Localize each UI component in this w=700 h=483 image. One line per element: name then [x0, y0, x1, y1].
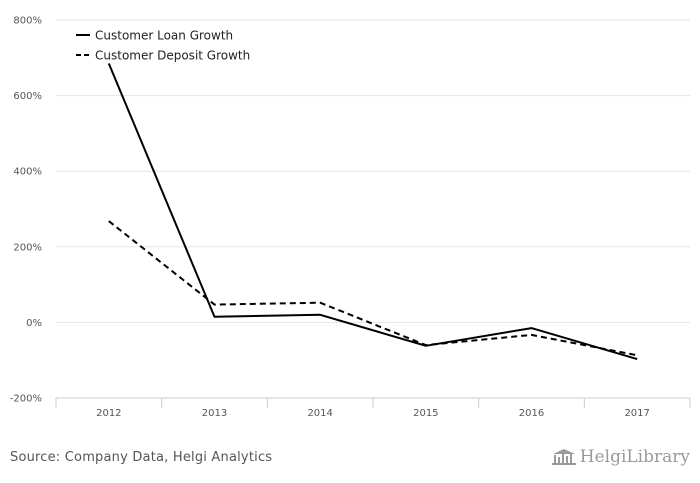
legend-item-label: Customer Loan Growth	[95, 29, 233, 43]
line-chart: -200% 0% 200% 400% 600% 800% 2012 2013 2014 2015…	[10, 16, 691, 419]
library-building-icon	[551, 449, 576, 465]
series-line-2	[108, 220, 638, 357]
axes	[55, 397, 691, 408]
y-tick-label: 400%	[13, 167, 42, 178]
x-tick-label: 2017	[624, 408, 649, 419]
x-tick-label: 2013	[202, 408, 227, 419]
y-tick-label: 800%	[13, 16, 42, 27]
x-tick-label: 2014	[307, 408, 332, 419]
y-tick-label: 0%	[26, 318, 42, 329]
x-tick-label: 2015	[413, 408, 438, 419]
legend-item-label: Customer Deposit Growth	[95, 49, 250, 63]
x-axis-ticks: 2012 2013 2014 2015 2016 2017	[96, 408, 650, 419]
y-axis-ticks: -200% 0% 200% 400% 600% 800%	[10, 16, 42, 405]
series-line-1	[107, 63, 638, 361]
helgi-library-logo: HelgiLibrary	[551, 447, 690, 467]
x-tick-label: 2012	[96, 408, 121, 419]
y-tick-label: 600%	[13, 91, 42, 102]
source-note: Source: Company Data, Helgi Analytics	[10, 450, 273, 465]
y-tick-label: -200%	[10, 394, 42, 405]
logo-text: HelgiLibrary	[579, 447, 690, 467]
legend: Customer Loan Growth Customer Deposit Gro…	[76, 29, 250, 63]
series-lines	[107, 63, 638, 361]
x-tick-label: 2016	[519, 408, 544, 419]
grid-lines	[56, 19, 690, 323]
y-tick-label: 200%	[13, 242, 42, 253]
